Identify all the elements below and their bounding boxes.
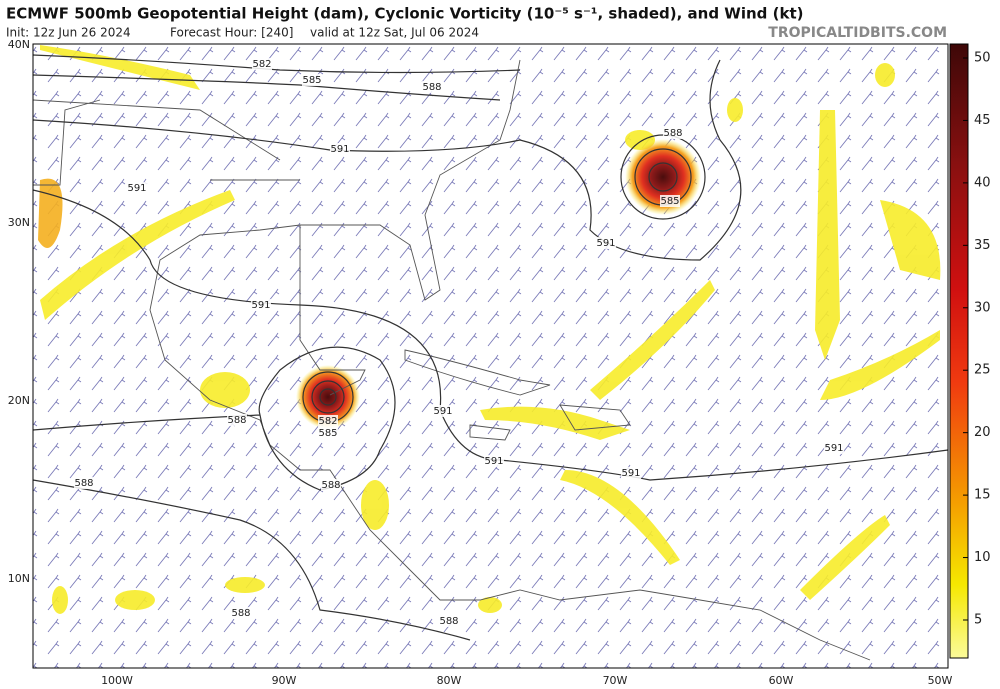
contour-label-bg (596, 237, 616, 249)
contour-label-bg (422, 81, 442, 93)
contour-label-bg (251, 299, 271, 311)
contour-label: 588 (439, 616, 458, 627)
contour-label: 591 (484, 456, 503, 467)
colorbar-label: 40 (974, 175, 991, 190)
title: ECMWF 500mb Geopotential Height (dam), C… (6, 5, 803, 23)
contour-label-bg (231, 607, 251, 619)
contour-label-bg (318, 427, 338, 439)
contour-label-bg (824, 442, 844, 454)
contour-label-bg (127, 182, 147, 194)
contour-label-bg (321, 479, 341, 491)
contour-label: 591 (824, 443, 843, 454)
contour-label-bg (74, 477, 94, 489)
contour-label: 588 (227, 415, 246, 426)
colorbar-label: 45 (974, 113, 991, 128)
contour-label: 591 (621, 468, 640, 479)
contour-label: 585 (302, 75, 321, 86)
contour-label-bg (318, 415, 338, 427)
contour-label-bg (663, 127, 683, 139)
forecast-hour: Forecast Hour: [240] (170, 26, 293, 40)
colorbar-label: 50 (974, 51, 991, 66)
contour-label-bg (330, 143, 350, 155)
contour-label: 588 (74, 478, 93, 489)
wind-barbs (33, 44, 948, 668)
contour-label: 591 (596, 238, 615, 249)
contour-label-bg (439, 615, 459, 627)
contour-label: 582 (252, 59, 271, 70)
colorbar-label: 15 (974, 488, 991, 503)
contour-label-bg (660, 195, 680, 207)
lat-label: 10N (8, 572, 30, 585)
colorbar (949, 43, 969, 659)
contour-label-bg (252, 58, 272, 70)
lat-label: 20N (8, 394, 30, 407)
colorbar-label: 30 (974, 300, 991, 315)
storm-vorticity (625, 139, 701, 215)
coastlines (32, 59, 871, 661)
contour-label-bg (621, 467, 641, 479)
lon-label: 100W (101, 674, 133, 687)
map-frame (32, 43, 949, 669)
contour-label: 591 (330, 144, 349, 155)
contour-label-bg (227, 414, 247, 426)
lon-label: 50W (928, 674, 953, 687)
contour-label: 588 (321, 480, 340, 491)
contour-label: 588 (231, 608, 250, 619)
lat-label: 40N (8, 38, 30, 51)
colorbar-label: 35 (974, 238, 991, 253)
contour-label-bg (433, 405, 453, 417)
lat-label: 30N (8, 216, 30, 229)
contour-label: 591 (251, 300, 270, 311)
lon-label: 60W (769, 674, 794, 687)
storm-vorticity (296, 365, 360, 429)
colorbar-label: 25 (974, 363, 991, 378)
map (32, 43, 949, 669)
contour-label: 582 (318, 416, 337, 427)
contour-label: 588 (663, 128, 682, 139)
lon-label: 80W (437, 674, 462, 687)
contour-label: 591 (433, 406, 452, 417)
contour-label: 591 (127, 183, 146, 194)
colorbar-label: 10 (974, 550, 991, 565)
source: TROPICALTIDBITS.COM (768, 25, 947, 41)
colorbar-label: 5 (974, 613, 982, 628)
init-time: Init: 12z Jun 26 2024 (6, 26, 131, 40)
valid-time: valid at 12z Sat, Jul 06 2024 (310, 26, 479, 40)
contour-label: 585 (318, 428, 337, 439)
contour-label-bg (484, 455, 504, 467)
contour-label: 588 (422, 82, 441, 93)
colorbar-label: 20 (974, 425, 991, 440)
contour-label: 585 (660, 196, 679, 207)
lon-label: 70W (603, 674, 628, 687)
contour-label-bg (302, 74, 322, 86)
lon-label: 90W (272, 674, 297, 687)
